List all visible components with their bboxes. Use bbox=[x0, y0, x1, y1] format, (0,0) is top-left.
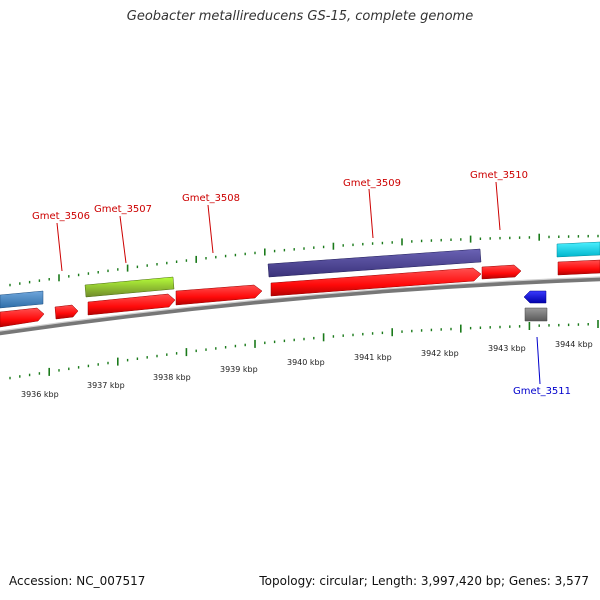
gene-feature-bar bbox=[267, 248, 482, 278]
genome-backbone bbox=[0, 276, 600, 336]
genome-summary-text: Topology: circular; Length: 3,997,420 bp… bbox=[259, 574, 589, 588]
gene-label-gmet-3507: Gmet_3507 bbox=[94, 204, 152, 215]
gene-label-leader bbox=[207, 204, 214, 254]
gene-feature-bar bbox=[556, 241, 600, 258]
gene-label-gmet-3509: Gmet_3509 bbox=[343, 178, 401, 189]
gene-feature-bar bbox=[84, 276, 175, 298]
scale-label: 3938 kbp bbox=[153, 373, 191, 382]
gene-track-forward bbox=[0, 241, 600, 309]
scale-label: 3936 kbp bbox=[21, 390, 59, 399]
forward-tick-marks bbox=[9, 233, 599, 287]
cds-feature-arrow bbox=[54, 304, 79, 320]
cds-feature-arrow bbox=[557, 259, 600, 276]
gene-labels: Gmet_3506 Gmet_3507 Gmet_3508 Gmet_3509 … bbox=[32, 170, 571, 397]
cds-feature-arrow bbox=[481, 264, 522, 280]
gene-label-leader bbox=[368, 188, 374, 239]
cds-feature-arrow bbox=[87, 293, 176, 316]
reverse-gene-bar bbox=[524, 307, 548, 322]
scale-label: 3941 kbp bbox=[354, 353, 392, 362]
gene-label-leader bbox=[56, 222, 63, 272]
gene-label-gmet-3508: Gmet_3508 bbox=[182, 193, 240, 204]
scale-label: 3937 kbp bbox=[87, 381, 125, 390]
cds-feature-arrow bbox=[0, 307, 45, 328]
scale-label: 3943 kbp bbox=[488, 344, 526, 353]
scale-tick-marks bbox=[9, 320, 599, 380]
gene-label-gmet-3506: Gmet_3506 bbox=[32, 211, 90, 222]
gene-label-leader bbox=[119, 215, 127, 264]
reverse-cds-arrow bbox=[523, 290, 547, 304]
cds-track-forward bbox=[0, 259, 600, 328]
cds-feature-arrow bbox=[175, 284, 263, 306]
gene-label-gmet-3511: Gmet_3511 bbox=[513, 386, 571, 397]
accession-text: Accession: NC_007517 bbox=[9, 574, 146, 588]
gene-label-leader bbox=[536, 336, 541, 385]
scale-label: 3940 kbp bbox=[287, 358, 325, 367]
gene-track-reverse bbox=[523, 290, 548, 322]
scale-label: 3942 kbp bbox=[421, 349, 459, 358]
gene-label-leader bbox=[495, 181, 501, 231]
gene-feature-bar bbox=[0, 290, 44, 309]
scale-label: 3944 kbp bbox=[555, 340, 593, 349]
scale-labels: 3936 kbp 3937 kbp 3938 kbp 3939 kbp 3940… bbox=[21, 340, 593, 399]
map-title: Geobacter metallireducens GS-15, complet… bbox=[126, 9, 474, 24]
scale-label: 3939 kbp bbox=[220, 365, 258, 374]
gene-label-gmet-3510: Gmet_3510 bbox=[470, 170, 528, 181]
cds-feature-arrow bbox=[270, 267, 482, 297]
genome-backbone-highlight bbox=[0, 276, 600, 332]
